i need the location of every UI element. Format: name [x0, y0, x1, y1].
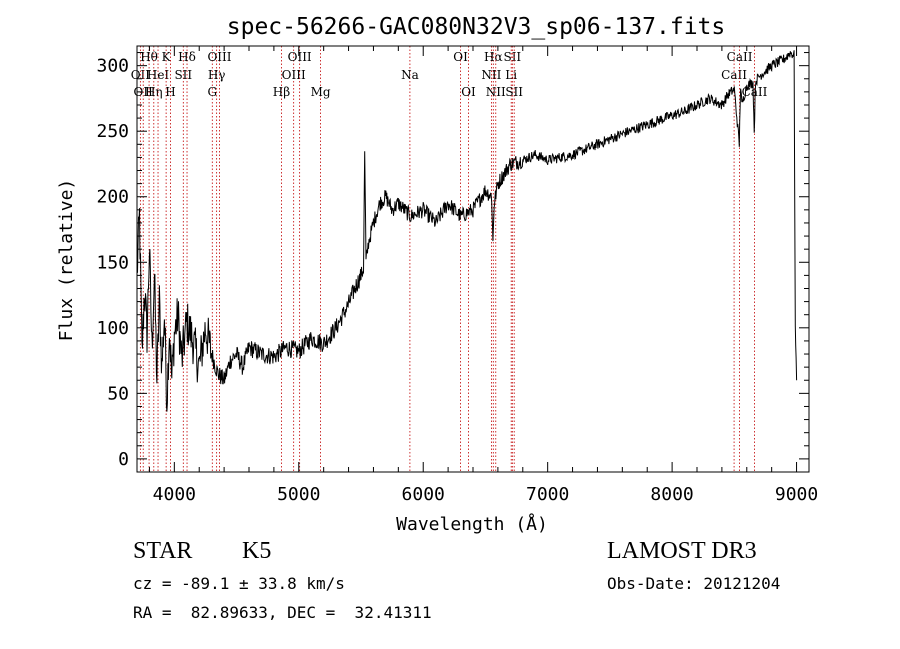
- y-tick-label-100: 100: [96, 318, 129, 339]
- x-tick-label-5000: 5000: [277, 484, 320, 505]
- line-label-HeI: HeI: [147, 68, 170, 82]
- redshift-text: cz = -89.1 ± 33.8 km/s: [133, 574, 345, 593]
- line-label-Hδ: Hδ: [178, 50, 196, 64]
- line-label-OIII: OIII: [207, 50, 231, 64]
- line-label-Li: Li: [505, 68, 517, 82]
- line-label-NII: NII: [486, 85, 506, 99]
- line-label-OIII: OIII: [282, 68, 306, 82]
- coordinates-text: RA = 82.89633, DEC = 32.41311: [133, 603, 432, 622]
- line-label-OI: OI: [461, 85, 476, 99]
- y-tick-label-150: 150: [96, 252, 129, 273]
- y-axis-label: Flux (relative): [56, 179, 77, 342]
- line-label-H: H: [165, 85, 175, 99]
- flux-series-line: [136, 50, 798, 412]
- line-label-SII: SII: [503, 50, 521, 64]
- line-label-OII: OII: [134, 85, 154, 99]
- y-tick-label-0: 0: [118, 449, 129, 470]
- line-label-SII: SII: [505, 85, 523, 99]
- line-label-Hα: Hα: [484, 50, 503, 64]
- line-label-SII: SII: [174, 68, 192, 82]
- y-tick-label-250: 250: [96, 121, 129, 142]
- line-label-G: G: [207, 85, 217, 99]
- x-tick-label-6000: 6000: [402, 484, 445, 505]
- line-label-CaII: CaII: [721, 68, 747, 82]
- y-tick-label-300: 300: [96, 56, 129, 77]
- axes-layer: 4000 5000 6000 7000 8000 9000 0 50 100 150 200 250 3…: [96, 46, 818, 505]
- chart-title: spec-56266-GAC080N32V3_sp06-137.fits: [227, 14, 726, 40]
- line-label-NII: NII: [481, 68, 501, 82]
- object-subclass: K5: [242, 538, 272, 564]
- object-class: STAR: [133, 538, 193, 564]
- line-label-CaII: CaII: [727, 50, 753, 64]
- plot-frame: [136, 45, 810, 473]
- line-label-OI: OI: [453, 50, 468, 64]
- spectral-lines-layer: OII OII Hθ Hη HeI K H SII Hδ G Hγ OIII Hβ OIII OIII Mg N…: [131, 46, 768, 472]
- line-label-K: K: [162, 50, 172, 64]
- y-tick-label-200: 200: [96, 187, 129, 208]
- line-label-Hγ: Hγ: [208, 68, 226, 82]
- x-axis-label: Wavelength (Å): [396, 513, 548, 535]
- line-label-Hβ: Hβ: [273, 85, 290, 99]
- x-tick-label-7000: 7000: [526, 484, 569, 505]
- line-label-Hθ: Hθ: [140, 50, 158, 64]
- line-label-Na: Na: [401, 68, 419, 82]
- line-label-Hη: Hη: [145, 85, 163, 99]
- x-tick-label-9000: 9000: [775, 484, 818, 505]
- line-label-Mg: Mg: [311, 85, 331, 99]
- obs-date: Obs-Date: 20121204: [607, 574, 781, 593]
- x-tick-label-4000: 4000: [153, 484, 196, 505]
- line-label-OIII: OIII: [288, 50, 312, 64]
- y-tick-label-50: 50: [107, 383, 129, 404]
- line-label-OII: OII: [131, 68, 151, 82]
- series-layer: [136, 50, 798, 412]
- x-tick-label-8000: 8000: [650, 484, 693, 505]
- survey-name: LAMOST DR3: [607, 538, 757, 564]
